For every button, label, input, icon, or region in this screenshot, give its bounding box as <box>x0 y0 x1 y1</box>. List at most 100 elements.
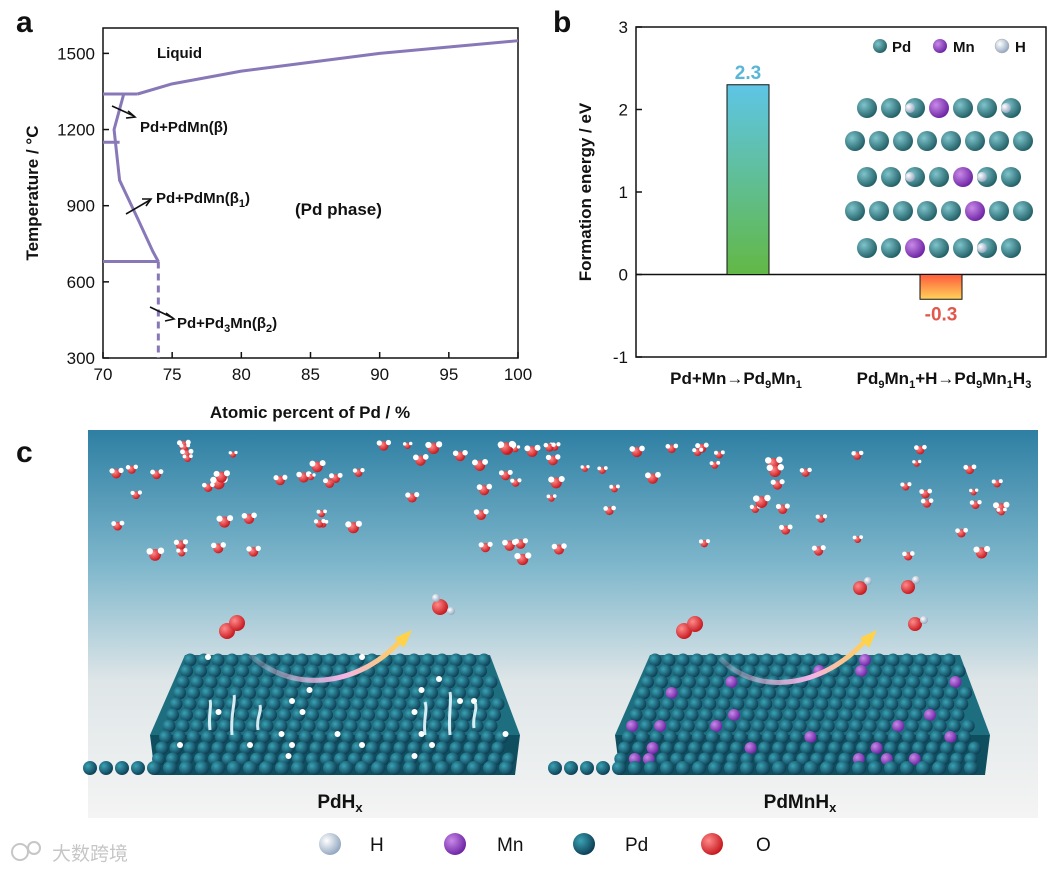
water-h-atom <box>312 473 316 477</box>
water-h-atom <box>125 465 131 470</box>
pd-surface-atom <box>463 653 477 667</box>
mn-surface-atom <box>924 709 936 721</box>
pd-edge-atom <box>900 761 914 775</box>
o2-reaction-arc-left <box>248 633 407 683</box>
water-h-atom <box>820 545 826 551</box>
arrow-beta <box>111 105 135 117</box>
pd-surface-atom <box>885 697 899 711</box>
pd-surface-atom <box>446 708 459 722</box>
water-h-atom <box>629 446 636 452</box>
legend-h-atom-icon <box>319 833 341 855</box>
pd-surface-atom <box>313 730 326 744</box>
water-h-atom <box>482 458 489 465</box>
water-h-atom <box>859 535 863 540</box>
bar-value-label: 2.3 <box>735 63 761 84</box>
pd-atom <box>881 98 901 118</box>
water-h-atom <box>210 476 217 484</box>
pd-surface-atom <box>379 697 393 711</box>
water-h-atom <box>543 442 549 448</box>
region-beta1-label: Pd+PdMn(β1) <box>156 190 250 210</box>
pd-surface-atom <box>643 708 657 722</box>
pd-surface-atom <box>717 697 731 711</box>
h-surface-atom <box>502 731 509 737</box>
pd-surface-atom <box>446 664 459 678</box>
water-h-atom <box>969 488 973 493</box>
water-h-atom <box>770 479 776 485</box>
y-tick-label: 300 <box>67 349 95 368</box>
pd-surface-atom <box>267 741 281 755</box>
pd-atom <box>917 201 937 221</box>
pd-surface-atom <box>857 697 871 711</box>
pd-surface-atom <box>306 664 319 678</box>
formation-energy-bar <box>726 84 770 275</box>
mn-surface-atom <box>949 676 962 688</box>
pd-surface-atom <box>621 730 635 744</box>
water-h-atom <box>130 490 135 496</box>
water-h-atom <box>296 471 302 478</box>
panel-a-phase-diagram: a 70 75 80 85 90 95 100 300 600 900 1200 1500 Atomi… <box>16 6 532 422</box>
water-h-atom <box>321 518 326 524</box>
pd-surface-atom <box>733 730 747 744</box>
pd-surface-atom <box>257 730 270 744</box>
water-h-atom <box>385 439 392 446</box>
water-h-atom <box>179 443 184 448</box>
pd-edge-atom <box>83 761 97 775</box>
pd-surface-atom <box>362 708 375 722</box>
pd-surface-atom <box>815 697 829 711</box>
pd-surface-atom <box>957 730 971 744</box>
h-surface-atom <box>289 742 295 748</box>
pd-surface-atom <box>629 708 643 722</box>
panel-a-arrows <box>111 105 176 322</box>
pd-surface-atom <box>323 697 337 711</box>
watermark-logo-icon <box>11 843 29 861</box>
pd-surface-atom <box>745 697 759 711</box>
pd-surface-atom <box>802 653 816 667</box>
water-h-atom <box>799 468 805 473</box>
pd-edge-atom <box>195 761 209 775</box>
pd-edge-atom <box>371 761 385 775</box>
water-h-atom <box>963 464 969 470</box>
pd-surface-atom <box>912 741 926 755</box>
pd-surface-atom <box>386 719 400 733</box>
pd-surface-atom <box>817 730 831 744</box>
water-h-atom <box>525 552 532 559</box>
pd-atom <box>917 131 937 151</box>
o2-reaction-arc-right <box>718 633 872 685</box>
water-h-atom <box>764 494 771 502</box>
mn-surface-atom <box>665 687 678 699</box>
pd-surface-atom <box>660 741 674 755</box>
pd-surface-atom <box>710 675 724 689</box>
pd-atom <box>893 201 913 221</box>
pd-surface-atom <box>243 686 256 700</box>
pd-surface-atom <box>155 741 169 755</box>
pd-surface-atom <box>941 697 955 711</box>
pd-surface-atom <box>260 719 274 733</box>
water-h-atom <box>665 444 671 449</box>
pd-surface-atom <box>926 741 940 755</box>
pd-surface-atom <box>383 730 396 744</box>
pd-surface-atom <box>477 697 491 711</box>
pd-surface-atom <box>886 653 900 667</box>
pd-surface-atom <box>769 708 783 722</box>
pd-surface-atom <box>816 653 830 667</box>
pd-surface-atom <box>173 730 186 744</box>
water-h-atom <box>555 454 561 460</box>
legend-pd-atom-icon <box>573 833 595 855</box>
pd-surface-atom <box>788 653 802 667</box>
pd-surface-atom <box>952 664 966 678</box>
water-h-atom <box>157 547 165 555</box>
pd-surface-atom <box>689 697 703 711</box>
pd-edge-atom <box>708 761 722 775</box>
pd-surface-atom <box>295 697 309 711</box>
pd-surface-atom <box>758 741 772 755</box>
pd-surface-atom <box>796 752 810 766</box>
pd-surface-atom <box>393 741 407 755</box>
pd-surface-atom <box>299 730 312 744</box>
pd-surface-atom <box>773 697 787 711</box>
water-h-atom <box>992 502 1000 509</box>
water-h-atom <box>405 492 411 498</box>
watermark-text: 大数跨境 <box>52 843 128 865</box>
pd-atom <box>845 131 865 151</box>
pd-surface-atom <box>798 664 812 678</box>
pd-surface-atom <box>791 686 805 700</box>
